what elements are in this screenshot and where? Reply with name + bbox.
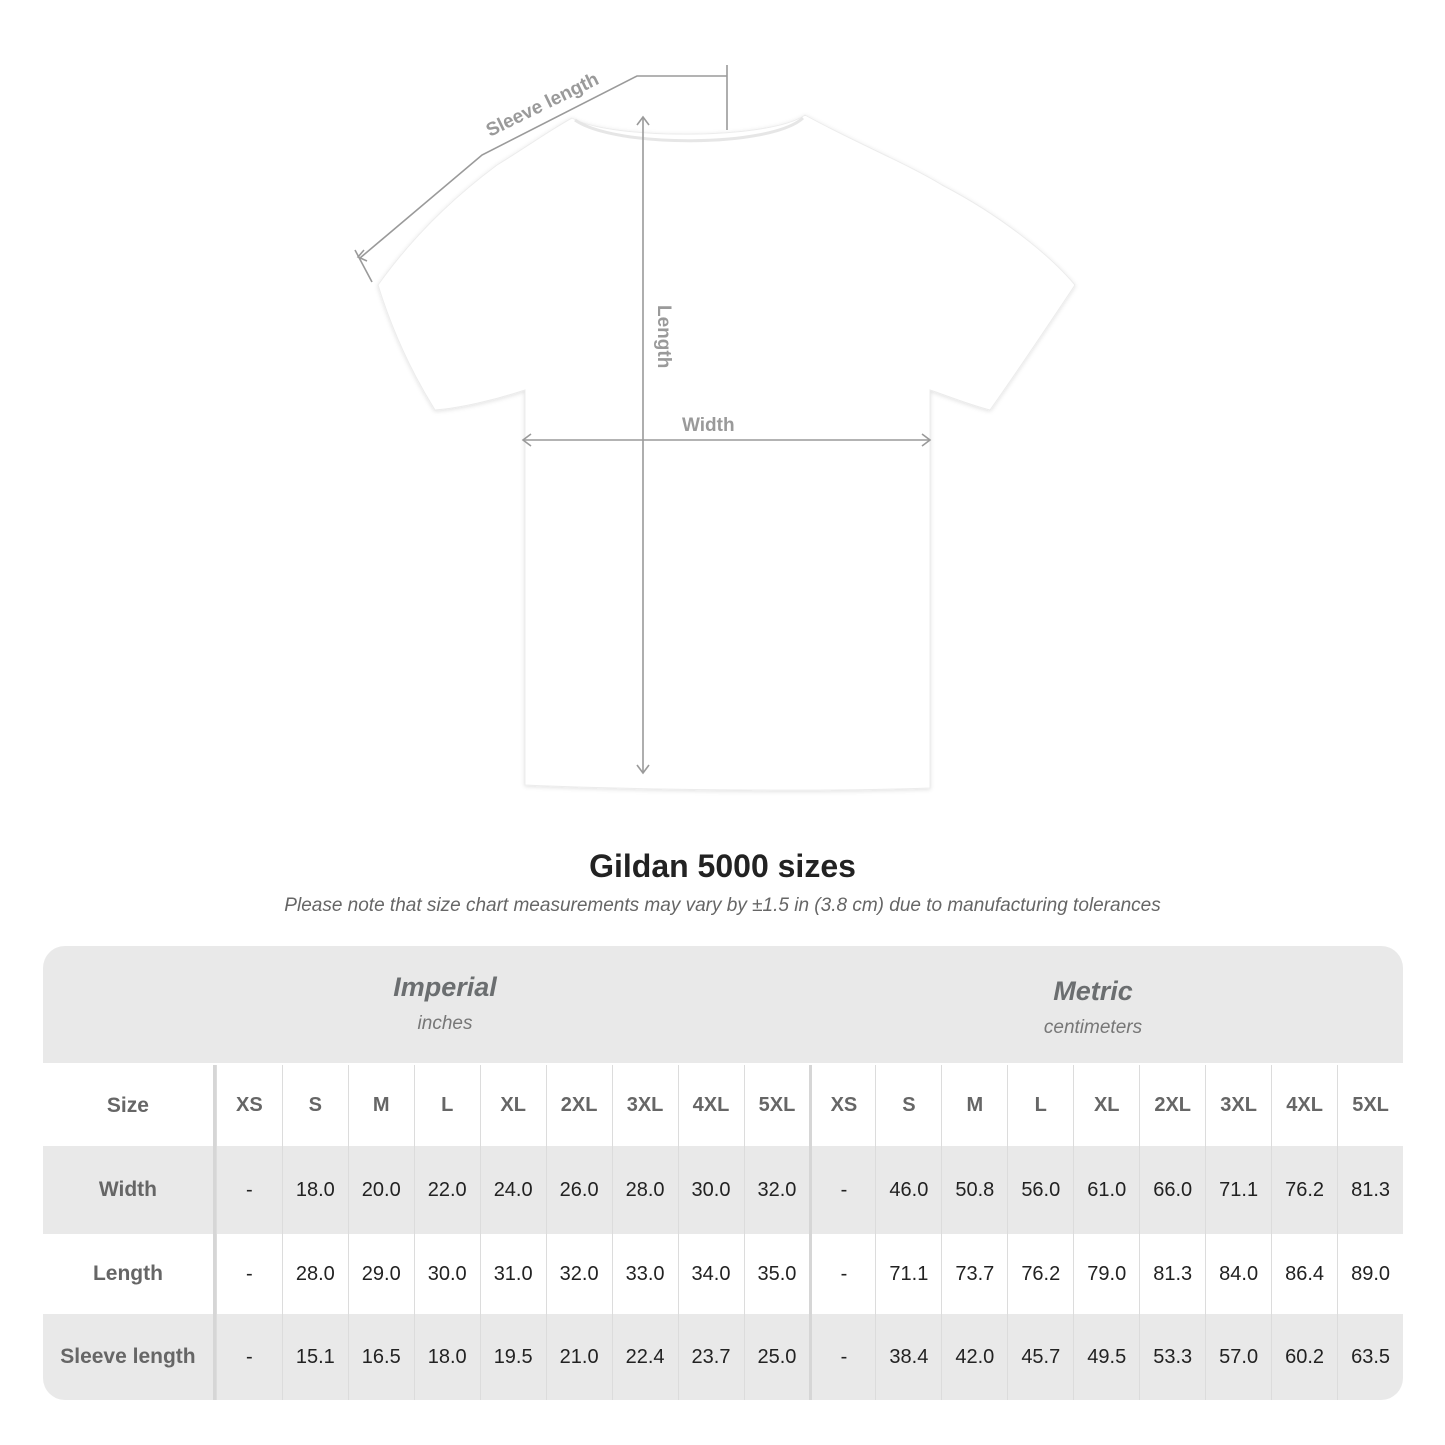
metric-value-cell: 89.0 <box>1337 1234 1403 1314</box>
imperial-value-cell: 18.0 <box>413 1314 480 1400</box>
imperial-value-cell: 16.5 <box>347 1314 414 1400</box>
imperial-value-cell: 18.0 <box>281 1146 348 1234</box>
metric-label: Metric <box>1053 976 1133 1006</box>
metric-size-s: S <box>875 1065 941 1146</box>
metric-value-cell: 86.4 <box>1271 1234 1337 1314</box>
metric-value-cell: 76.2 <box>1271 1146 1337 1234</box>
imperial-value-cell: 33.0 <box>611 1234 678 1314</box>
size-chart-title: Gildan 5000 sizes <box>589 848 856 884</box>
metric-value-cell: 81.3 <box>1337 1146 1403 1234</box>
imperial-value-cell: 34.0 <box>677 1234 744 1314</box>
imperial-value-cell: 26.0 <box>545 1146 612 1234</box>
metric-value-cell: 71.1 <box>875 1234 941 1314</box>
imperial-value-cell: 35.0 <box>743 1234 810 1314</box>
metric-value-cell: 50.8 <box>941 1146 1007 1234</box>
metric-value-cell: 56.0 <box>1007 1146 1073 1234</box>
imperial-value-cell: 31.0 <box>479 1234 546 1314</box>
imperial-unit: inches <box>417 1013 473 1034</box>
metric-value-cell: - <box>809 1314 875 1400</box>
metric-value-cell: 45.7 <box>1007 1314 1073 1400</box>
imperial-value-cell: 15.1 <box>281 1314 348 1400</box>
imperial-value-cell: 28.0 <box>281 1234 348 1314</box>
imperial-size-3xl: 3XL <box>611 1065 678 1146</box>
imperial-value-cell: 24.0 <box>479 1146 546 1234</box>
imperial-size-l: L <box>413 1065 480 1146</box>
metric-size-3xl: 3XL <box>1205 1065 1271 1146</box>
metric-value-cell: 38.4 <box>875 1314 941 1400</box>
imperial-value-cell: 22.0 <box>413 1146 480 1234</box>
tshirt-diagram: Sleeve length Length Width <box>354 65 1076 791</box>
metric-value-cell: 63.5 <box>1337 1314 1403 1400</box>
metric-value-cell: 73.7 <box>941 1234 1007 1314</box>
metric-header: Metric centimeters <box>843 976 1343 1039</box>
metric-value-cell: 66.0 <box>1139 1146 1205 1234</box>
imperial-value-cell: 32.0 <box>545 1234 612 1314</box>
metric-value-cell: 53.3 <box>1139 1314 1205 1400</box>
table-row: Width -18.0 20.0 22.0 24.0 26.0 28.0 30.0 32.0-4… <box>43 1146 1403 1234</box>
metric-size-xs: XS <box>809 1065 875 1146</box>
metric-value-cell: 57.0 <box>1205 1314 1271 1400</box>
unit-header-band <box>43 946 1403 1063</box>
imperial-value-cell: 23.7 <box>677 1314 744 1400</box>
metric-size-2xl: 2XL <box>1139 1065 1205 1146</box>
imperial-value-cell: - <box>215 1146 282 1234</box>
metric-size-xl: XL <box>1073 1065 1139 1146</box>
metric-value-cell: 76.2 <box>1007 1234 1073 1314</box>
metric-value-cell: 60.2 <box>1271 1314 1337 1400</box>
width-label: Width <box>682 415 735 436</box>
tshirt-shape <box>377 114 1076 791</box>
sleeve-length-line <box>359 75 727 259</box>
imperial-label: Imperial <box>393 972 497 1002</box>
metric-value-cell: 42.0 <box>941 1314 1007 1400</box>
metric-value-cell: 81.3 <box>1139 1234 1205 1314</box>
row-label: Length <box>43 1234 216 1314</box>
metric-value-cell: 71.1 <box>1205 1146 1271 1234</box>
size-table: Imperial inches Metric centimeters Size X… <box>43 946 1403 1400</box>
imperial-size-2xl: 2XL <box>545 1065 612 1146</box>
metric-value-cell: - <box>809 1234 875 1314</box>
imperial-value-cell: - <box>215 1234 282 1314</box>
imperial-value-cell: - <box>215 1314 282 1400</box>
imperial-value-cell: 19.5 <box>479 1314 546 1400</box>
length-label: Length <box>653 305 674 368</box>
imperial-value-cell: 29.0 <box>347 1234 414 1314</box>
imperial-value-cell: 32.0 <box>743 1146 810 1234</box>
metric-value-cell: - <box>809 1146 875 1234</box>
metric-value-cell: 79.0 <box>1073 1234 1139 1314</box>
imperial-size-4xl: 4XL <box>677 1065 744 1146</box>
imperial-value-cell: 21.0 <box>545 1314 612 1400</box>
metric-value-cell: 49.5 <box>1073 1314 1139 1400</box>
imperial-size-5xl: 5XL <box>743 1065 810 1146</box>
imperial-value-cell: 25.0 <box>743 1314 810 1400</box>
metric-size-m: M <box>941 1065 1007 1146</box>
metric-value-cell: 61.0 <box>1073 1146 1139 1234</box>
imperial-size-xl: XL <box>479 1065 546 1146</box>
row-label: Sleeve length <box>43 1314 216 1400</box>
imperial-value-cell: 22.4 <box>611 1314 678 1400</box>
imperial-value-cell: 20.0 <box>347 1146 414 1234</box>
table-row: Sleeve length -15.1 16.5 18.0 19.5 21.0 22.4 23… <box>43 1314 1403 1400</box>
row-label: Width <box>43 1146 216 1234</box>
imperial-value-cell: 30.0 <box>677 1146 744 1234</box>
imperial-size-xs: XS <box>215 1065 282 1146</box>
size-label: Size <box>43 1065 216 1146</box>
imperial-header: Imperial inches <box>195 972 695 1035</box>
tolerance-note: Please note that size chart measurements… <box>284 895 1161 916</box>
metric-size-4xl: 4XL <box>1271 1065 1337 1146</box>
metric-unit: centimeters <box>1043 1017 1143 1038</box>
imperial-value-cell: 30.0 <box>413 1234 480 1314</box>
imperial-size-m: M <box>347 1065 414 1146</box>
table-row: Length -28.0 29.0 30.0 31.0 32.0 33.0 34.0 35.0-… <box>43 1234 1403 1314</box>
imperial-value-cell: 28.0 <box>611 1146 678 1234</box>
size-header-row: Size XS S M L XL 2XL 3XL 4XL 5XL XS S M L XL 2XL 3XL 4XL 5… <box>43 1065 1403 1146</box>
metric-value-cell: 84.0 <box>1205 1234 1271 1314</box>
imperial-size-s: S <box>281 1065 348 1146</box>
metric-size-5xl: 5XL <box>1337 1065 1403 1146</box>
metric-size-l: L <box>1007 1065 1073 1146</box>
metric-value-cell: 46.0 <box>875 1146 941 1234</box>
